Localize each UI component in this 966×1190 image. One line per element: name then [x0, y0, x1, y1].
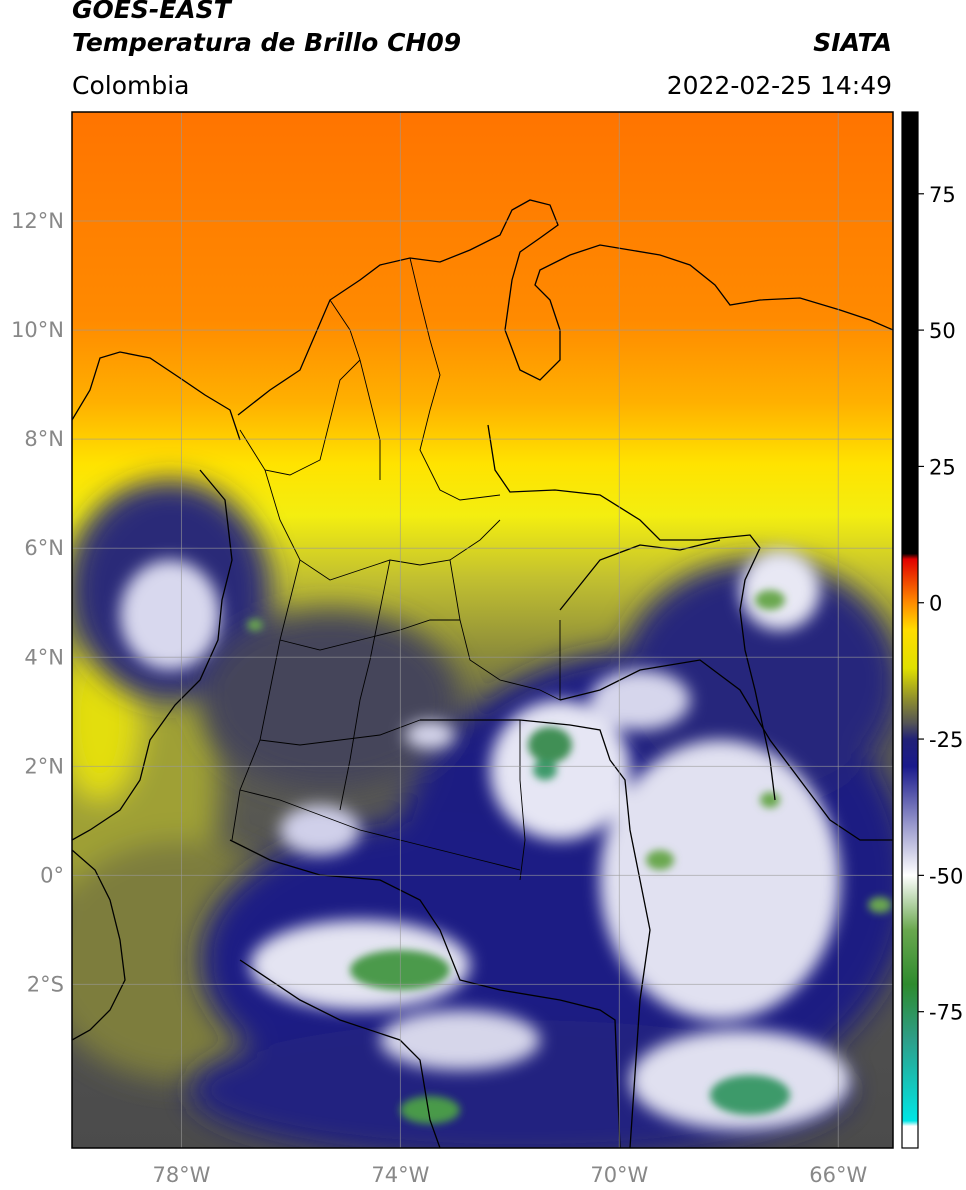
- department-borders: [231, 257, 561, 881]
- lat-tick-label: 10°N: [11, 318, 64, 342]
- lat-tick-label: 2°N: [24, 754, 64, 778]
- organization-label: SIATA: [813, 28, 892, 57]
- lat-tick-label: 0°: [40, 863, 64, 887]
- region-label: Colombia: [72, 71, 190, 100]
- lat-tick-label: 2°S: [27, 972, 64, 996]
- panama-coast: [72, 351, 241, 441]
- colorbar-gradient: [902, 112, 918, 1148]
- pacific-coastline: [72, 469, 233, 841]
- coldest-patches: [247, 590, 892, 1124]
- brazil-venezuela-border: [559, 659, 893, 841]
- lat-tick-label: 12°N: [11, 209, 64, 233]
- timestamp-label: 2022-02-25 14:49: [666, 71, 892, 100]
- map-frame: [72, 112, 893, 1148]
- colombia-peru-border: [229, 839, 621, 1148]
- colombia-brazil-border: [420, 719, 651, 1148]
- colorbar-tick-label: -25: [929, 728, 963, 752]
- venezuela-orinoco: [559, 539, 721, 611]
- colorbar-tick-label: 25: [929, 455, 956, 479]
- colorbar: 75 50 25 0 -25 -50 -75: [901, 111, 963, 1149]
- satellite-title: GOES-EAST: [72, 0, 231, 24]
- lat-tick-label: 8°N: [24, 427, 64, 451]
- latitude-labels: 12°N 10°N 8°N 6°N 4°N 2°N 0° 2°S: [11, 209, 64, 996]
- colorbar-tick-label: 75: [929, 183, 956, 207]
- lon-tick-label: 66°W: [809, 1163, 867, 1187]
- map-border: [71, 111, 894, 1149]
- lon-tick-label: 78°W: [152, 1163, 210, 1187]
- colorbar-tick-label: -75: [929, 1001, 963, 1025]
- colorbar-ticks: 75 50 25 0 -25 -50 -75: [918, 183, 963, 1025]
- product-title: Temperatura de Brillo CH09: [72, 28, 462, 57]
- colorbar-tick-label: 0: [929, 592, 942, 616]
- country-borders: [72, 199, 893, 1148]
- lat-tick-label: 4°N: [24, 645, 64, 669]
- colombia-venezuela-border: [487, 424, 776, 801]
- lon-tick-label: 70°W: [590, 1163, 648, 1187]
- gridlines: [72, 112, 893, 1148]
- lon-tick-label: 74°W: [371, 1163, 429, 1187]
- colorbar-frame: [901, 111, 919, 1149]
- colorbar-tick-label: -50: [929, 864, 963, 888]
- longitude-labels: 78°W 74°W 70°W 66°W: [152, 1163, 867, 1187]
- lat-tick-label: 6°N: [24, 536, 64, 560]
- cold-cloud-tops: [120, 550, 850, 1130]
- colorbar-tick-label: 50: [929, 319, 956, 343]
